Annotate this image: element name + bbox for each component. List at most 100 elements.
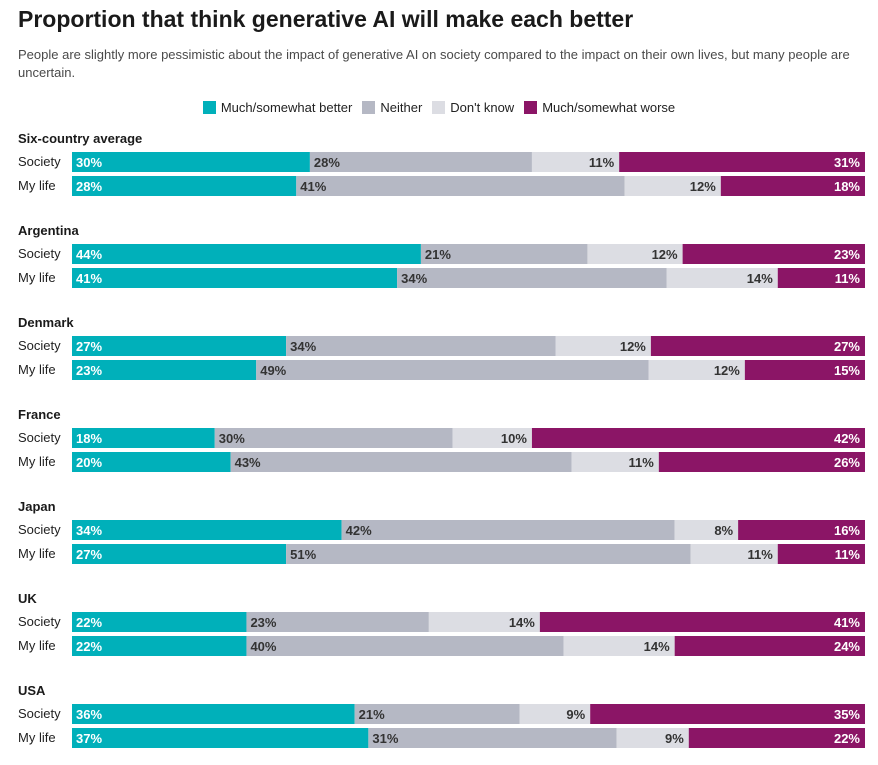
data-label-worse: 31% [834,155,860,170]
bar-segment-dont-know [624,176,721,196]
bar-segment-better [72,612,247,632]
bar-segment-better [72,704,355,724]
data-label-worse: 22% [834,731,860,746]
chart-title: Proportion that think generative AI will… [18,6,634,32]
data-label-dont-know: 12% [690,179,716,194]
bar-segment-dont-know [531,152,620,172]
group-title: Six-country average [18,131,143,146]
bar-segment-better [72,268,398,288]
data-label-neither: 21% [425,247,451,262]
chart-subtitle: People are slightly more pessimistic abo… [18,47,850,80]
data-label-dont-know: 8% [714,523,733,538]
data-label-worse: 35% [834,707,860,722]
data-label-dont-know: 10% [501,431,527,446]
bar-segment-neither [256,360,649,380]
data-label-neither: 21% [359,707,385,722]
bar-segment-worse [688,728,865,748]
row-label: My life [18,546,56,561]
bar-segment-worse [619,152,865,172]
bar-segment-worse [777,268,865,288]
bar-segment-better [72,152,310,172]
bar-segment-dont-know [428,612,540,632]
legend-swatch-better [202,101,216,114]
legend-swatch-worse [524,101,538,114]
legend-item-neither: Neither [362,100,422,115]
data-label-better: 44% [76,247,102,262]
bar-segment-worse [531,428,865,448]
bar-segment-better [72,520,342,540]
bar-segment-neither [286,544,691,564]
data-label-worse: 24% [834,639,860,654]
row-label: Society [18,154,61,169]
bar-segment-better [72,544,287,564]
bar-segment-neither [214,428,453,448]
data-label-better: 20% [76,455,102,470]
data-label-neither: 34% [401,271,427,286]
bar-segment-better [72,452,231,472]
row-label: My life [18,454,56,469]
bar-segment-better [72,636,247,656]
bar-segment-neither [420,244,588,264]
bar-segment-neither [286,336,556,356]
bar-segment-neither [296,176,625,196]
data-label-neither: 49% [260,363,286,378]
data-label-dont-know: 11% [589,155,615,170]
row-label: My life [18,730,56,745]
bar-segment-worse [744,360,865,380]
data-label-neither: 43% [235,455,261,470]
data-label-dont-know: 11% [629,455,655,470]
data-label-better: 36% [76,707,102,722]
data-label-neither: 42% [346,523,372,538]
data-label-dont-know: 12% [620,339,646,354]
group-title: UK [18,591,37,606]
data-label-neither: 28% [314,155,340,170]
data-label-better: 23% [76,363,102,378]
data-label-neither: 40% [250,639,276,654]
legend-label-worse: Much/somewhat worse [542,100,676,115]
data-label-neither: 23% [250,615,276,630]
data-label-better: 27% [76,339,102,354]
data-label-worse: 26% [834,455,860,470]
bar-segment-dont-know [587,244,683,264]
bar-segment-worse [650,336,865,356]
data-label-dont-know: 14% [644,639,670,654]
data-label-neither: 30% [219,431,245,446]
group-title: France [18,407,61,422]
bar-segment-worse [539,612,865,632]
bar-segment-dont-know [616,728,689,748]
row-label: My life [18,270,56,285]
group-title: Argentina [18,223,79,238]
row-label: My life [18,638,56,653]
legend-swatch-dont-know [432,101,446,114]
bar-segment-worse [658,452,865,472]
group-title: Denmark [18,315,74,330]
row-label: Society [18,246,61,261]
data-label-better: 22% [76,615,102,630]
bar-segment-neither [397,268,667,288]
data-label-worse: 15% [834,363,860,378]
data-label-dont-know: 12% [714,363,740,378]
row-label: Society [18,706,61,721]
bar-segment-dont-know [452,428,532,448]
bar-segment-neither [246,636,564,656]
bar-segment-dont-know [571,452,659,472]
row-label: Society [18,522,61,537]
data-label-better: 22% [76,639,102,654]
data-label-neither: 41% [300,179,326,194]
data-label-dont-know: 14% [747,271,773,286]
bar-segment-better [72,728,369,748]
legend-item-better: Much/somewhat better [202,100,353,115]
bar-segment-neither [246,612,429,632]
bar-segment-worse [777,544,865,564]
group-title: USA [18,683,46,698]
bar-segment-neither [309,152,532,172]
data-label-dont-know: 11% [747,547,773,562]
legend-label-better: Much/somewhat better [220,100,353,115]
legend-item-worse: Much/somewhat worse [524,100,675,115]
data-label-better: 27% [76,547,102,562]
data-label-dont-know: 9% [566,707,585,722]
bar-segment-worse [674,636,865,656]
bar-segment-neither [354,704,520,724]
bar-segment-dont-know [563,636,675,656]
group-title: Japan [18,499,56,514]
